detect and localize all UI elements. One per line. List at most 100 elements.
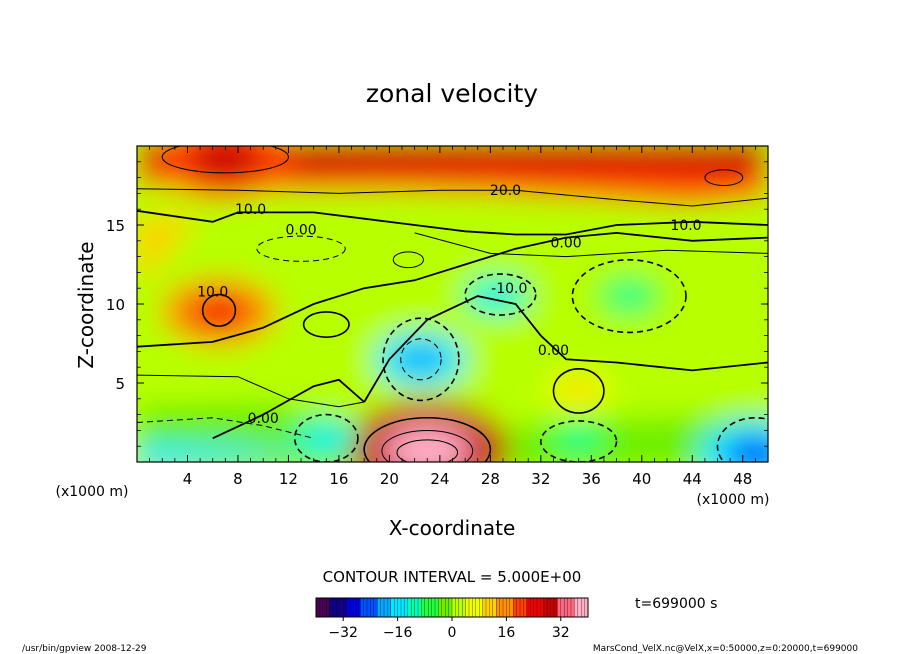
colorbar-segment (574, 597, 579, 618)
x-axis-ticks: 4 8 12 16 20 24 28 32 36 40 44 48 (149, 146, 756, 488)
field-band (137, 443, 314, 462)
colorbar-segment (489, 597, 494, 618)
colorbar-segment (485, 597, 490, 618)
x-tick-label: 16 (329, 470, 348, 488)
y-tick-label: 15 (106, 217, 125, 235)
colorbar-segment (332, 597, 337, 618)
colorbar-segment (499, 597, 504, 618)
colorbar-segment (553, 597, 558, 618)
colorbar-segment (380, 597, 385, 618)
contour-line (137, 209, 768, 236)
x-axis-label: X-coordinate (389, 516, 516, 540)
x-axis-unit: (x1000 m) (697, 492, 770, 508)
x-tick-label: 32 (531, 470, 550, 488)
colorbar-segment (363, 597, 368, 618)
contour-label: 0.00 (286, 223, 317, 239)
colorbar-tick-label: 0 (448, 625, 457, 641)
contour-line (137, 231, 768, 348)
contour-line (414, 232, 768, 258)
colorbar-segment (462, 597, 467, 618)
y-tick-label: 5 (115, 375, 125, 393)
colorbar-segment (472, 597, 477, 618)
colorbar-segment (373, 597, 378, 618)
x-tick-label: 36 (582, 470, 601, 488)
x-tick-label: 48 (733, 470, 752, 488)
colorbar-segment (496, 597, 501, 618)
colorbar-segment (513, 597, 518, 618)
colorbar-segment (482, 597, 487, 618)
colorbar-segment (387, 597, 392, 618)
colorbar-segment (394, 597, 399, 618)
colorbar-segment (319, 597, 324, 618)
colorbar-segment (502, 597, 507, 618)
colorbar-segment (509, 597, 514, 618)
colorbar-segment (366, 597, 371, 618)
contour-line (363, 295, 768, 403)
contour-labels: 20.0 10.0 10.0 0.00 0.00 -10.0 10.0 0.00 0.00 (197, 183, 701, 427)
colorbar-segment (492, 597, 497, 618)
colorbar-segment (360, 597, 365, 618)
colorbar-segment (577, 597, 582, 618)
colorbar-segment (540, 597, 545, 618)
colorbar-segment (434, 597, 439, 618)
colorbar-segment (377, 597, 382, 618)
footer-left: /usr/bin/gpview 2008-12-29 (22, 644, 147, 654)
contour-line (137, 417, 314, 439)
colorbar-segment (407, 597, 412, 618)
colorbar-segment (414, 597, 419, 618)
x-tick-label: 20 (380, 470, 399, 488)
colorbar-segment (455, 597, 460, 618)
x-tick-label: 44 (683, 470, 702, 488)
x-tick-label: 28 (481, 470, 500, 488)
colorbar-segment (326, 597, 331, 618)
contour-loop (464, 273, 537, 316)
footer-right: MarsCond_VelX.nc@VelX,x=0:50000,z=0:2000… (593, 644, 858, 654)
colorbar-segment (343, 597, 348, 618)
colorbar-segment (533, 597, 538, 618)
chart-title: zonal velocity (366, 79, 538, 108)
colorbar-segment (404, 597, 409, 618)
colorbar-segment (421, 597, 426, 618)
colorbar-segment (468, 597, 473, 618)
x-tick-label: 4 (183, 470, 193, 488)
contour-label: 0.00 (248, 411, 279, 427)
colorbar-segment (547, 597, 552, 618)
colorbar-tick-label: −16 (383, 625, 413, 641)
contour-loop (256, 235, 346, 262)
contour-loop (161, 146, 289, 174)
colorbar-segment (383, 597, 388, 618)
colorbar-segment (349, 597, 354, 618)
field-extremum-core (308, 428, 345, 449)
contour-loop (382, 317, 460, 402)
y-axis-ticks: 5 10 15 (106, 161, 768, 447)
colorbar-segment (516, 597, 521, 618)
colorbar-segment (329, 597, 334, 618)
colorbar-segment (557, 597, 562, 618)
colorbar-segment (567, 597, 572, 618)
colorbar-segment (445, 597, 450, 618)
colorbar-segment (530, 597, 535, 618)
colorbar-tick-label: 16 (497, 625, 515, 641)
colorbar-segment (397, 597, 402, 618)
contour-label: 10.0 (197, 284, 228, 300)
colorbar-segment (336, 597, 341, 618)
colorbar-segment (465, 597, 470, 618)
colorbar-segment (322, 597, 327, 618)
x-tick-label: 24 (430, 470, 449, 488)
y-axis-label: Z-coordinate (74, 241, 98, 368)
colorbar-segment (428, 597, 433, 618)
contour-field (137, 146, 768, 462)
contour-loop (571, 259, 687, 334)
colorbar-segment (523, 597, 528, 618)
contour-loop (381, 429, 474, 462)
contour-line (137, 374, 365, 408)
colorbar-segment (451, 597, 456, 618)
colorbar-segment (458, 597, 463, 618)
contour-loop (396, 439, 459, 462)
colorbar-segment (475, 597, 480, 618)
colorbar-segment (536, 597, 541, 618)
colorbar-segment (315, 597, 320, 618)
colorbar-segment (550, 597, 555, 618)
field-band (137, 215, 201, 289)
